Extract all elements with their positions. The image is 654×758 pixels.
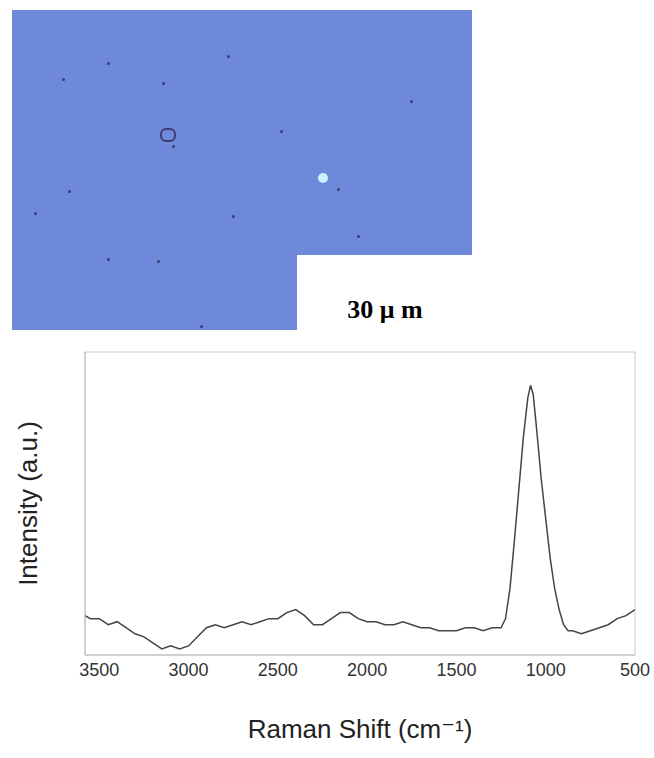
svg-text:500: 500 bbox=[620, 660, 650, 680]
html-text:30 μ m: 30 μ m bbox=[347, 295, 423, 324]
svg-text:3000: 3000 bbox=[169, 660, 209, 680]
svg-text:1500: 1500 bbox=[436, 660, 476, 680]
svg-text:2500: 2500 bbox=[258, 660, 298, 680]
svg-text:Raman Shift (cm⁻¹): Raman Shift (cm⁻¹) bbox=[248, 714, 473, 744]
svg-text:Intensity (a.u.): Intensity (a.u.) bbox=[13, 421, 43, 586]
svg-text:3500: 3500 bbox=[79, 660, 119, 680]
svg-text:2000: 2000 bbox=[347, 660, 387, 680]
svg-text:1000: 1000 bbox=[526, 660, 566, 680]
